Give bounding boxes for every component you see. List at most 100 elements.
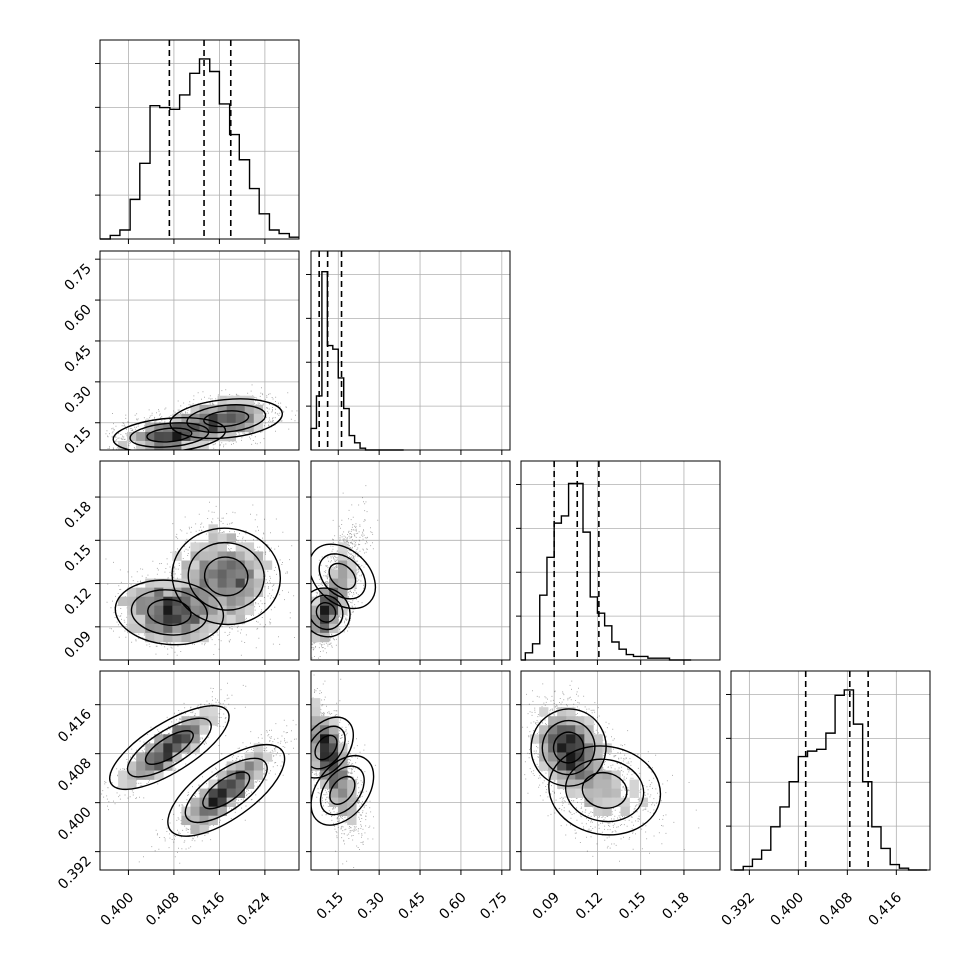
density-cell: [244, 542, 255, 552]
density-cell: [253, 743, 264, 753]
density-cell: [539, 743, 549, 753]
density-cell: [244, 779, 255, 789]
density-cell: [217, 560, 227, 570]
contour-line: [311, 755, 375, 826]
x-tick-label: 0.15: [616, 890, 649, 923]
density-cell: [557, 761, 567, 771]
density-cell: [235, 560, 246, 570]
density-cell: [226, 569, 236, 579]
density-cell: [235, 761, 246, 771]
density-cell: [190, 587, 200, 597]
density-cell: [235, 404, 246, 415]
density-cell: [145, 440, 155, 450]
y-tick-label: 0.18: [61, 499, 94, 532]
density-cell: [235, 614, 246, 625]
density-cell: [226, 761, 236, 771]
density-cell: [329, 761, 339, 771]
density-cell: [338, 596, 348, 607]
contour-line: [318, 553, 367, 600]
contour-line: [108, 705, 230, 791]
density-cell: [154, 743, 164, 753]
x-tick-label: 0.60: [436, 890, 469, 923]
panel-frame: [520, 670, 721, 871]
y-tick-label: 0.75: [61, 261, 94, 294]
density-cell: [575, 734, 585, 744]
density-cell: [217, 770, 227, 780]
density-cell: [208, 578, 218, 588]
density-cell: [566, 788, 576, 798]
density-cell: [235, 551, 246, 561]
density-cell: [199, 542, 209, 552]
density-cell: [329, 788, 339, 798]
density-cell: [217, 614, 227, 625]
density-cell: [320, 623, 330, 634]
density-cell: [172, 623, 182, 634]
density-cell: [181, 623, 191, 634]
density-cell: [226, 413, 236, 424]
density-cell: [127, 596, 137, 607]
density-cell: [347, 779, 357, 789]
density-cell: [145, 743, 155, 753]
density-cell: [208, 779, 218, 789]
density-cell: [163, 734, 173, 744]
density-cell: [329, 743, 339, 753]
density-cell: [311, 605, 321, 616]
density-cell: [136, 761, 146, 771]
density-cell: [244, 605, 255, 616]
density-cell: [320, 752, 330, 762]
contour-line: [144, 730, 194, 765]
density-cell: [584, 743, 594, 753]
density-cell: [199, 806, 209, 817]
contour-line: [311, 543, 377, 610]
density-cell: [566, 779, 576, 789]
density-cell: [145, 632, 155, 643]
density-cell: [338, 569, 348, 579]
density-cell: [208, 551, 218, 561]
density-cell: [217, 551, 227, 561]
density-cell: [539, 725, 549, 735]
density-cell: [253, 422, 264, 433]
density-cell: [575, 725, 585, 735]
density-cell: [208, 623, 218, 634]
x-tick-label: 0.400: [98, 890, 138, 930]
density-cell: [208, 587, 218, 597]
contour-line: [167, 743, 286, 837]
density-cell: [163, 440, 173, 450]
x-tick-label: 0.408: [817, 890, 857, 930]
density-cell: [584, 761, 594, 771]
density-cell: [557, 770, 567, 780]
density-cell: [329, 770, 339, 780]
density-cell: [311, 716, 321, 726]
density-cell: [548, 752, 558, 762]
contour-line: [328, 562, 357, 590]
y-tick-label: 0.400: [55, 804, 95, 844]
density-cell: [235, 596, 246, 607]
density-cell: [199, 824, 209, 835]
x-tick-label: 0.45: [396, 890, 429, 923]
density-cell: [620, 797, 630, 807]
density-cell: [629, 788, 639, 798]
density-cell: [329, 587, 339, 597]
density-cell: [199, 725, 209, 735]
density-cell: [593, 734, 603, 744]
density-cell: [244, 761, 255, 771]
contour-line: [147, 598, 192, 627]
density-cell: [548, 725, 558, 735]
x-tick-label: 0.15: [314, 890, 347, 923]
density-cell: [320, 734, 330, 744]
contour-line: [311, 716, 355, 779]
density-cell: [629, 779, 639, 789]
density-cell: [190, 743, 200, 753]
density-cell: [244, 404, 255, 415]
density-cell: [593, 779, 603, 789]
density-cell: [320, 743, 330, 753]
density-cell: [217, 422, 227, 433]
density-cell: [136, 770, 146, 780]
density-cell: [190, 716, 200, 726]
density-cell: [163, 578, 173, 588]
density-cell: [329, 725, 339, 735]
density-cell: [145, 623, 155, 634]
density-cell: [199, 578, 209, 588]
density-content: [522, 680, 700, 862]
density-cell: [566, 761, 576, 771]
